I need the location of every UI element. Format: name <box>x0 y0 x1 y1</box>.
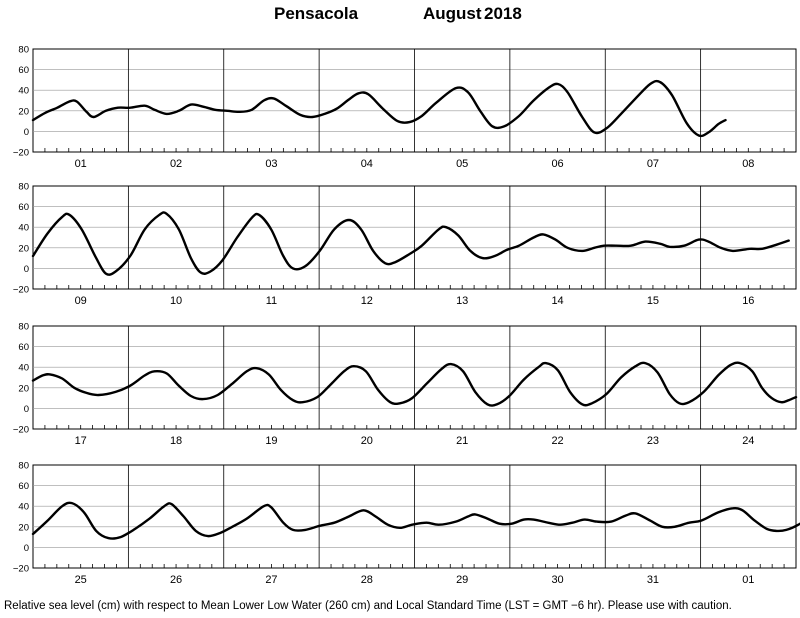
day-label: 10 <box>170 295 182 307</box>
day-label: 21 <box>456 435 468 447</box>
day-label: 06 <box>551 158 563 170</box>
tide-curve-4 <box>31 501 800 540</box>
day-label: 03 <box>265 158 277 170</box>
day-label: 25 <box>75 574 87 586</box>
day-label: 26 <box>170 574 182 586</box>
tide-curve-2 <box>31 211 790 276</box>
y-tick-label: 0 <box>24 404 29 415</box>
day-label: 22 <box>551 435 563 447</box>
y-tick-label: 40 <box>18 502 29 513</box>
day-label: 01 <box>75 158 87 170</box>
day-label: 17 <box>75 435 87 447</box>
day-label: 31 <box>647 574 659 586</box>
y-tick-label: 80 <box>18 322 29 333</box>
y-tick-label: 20 <box>18 383 29 394</box>
day-label: 16 <box>742 295 754 307</box>
y-tick-label: 0 <box>24 543 29 554</box>
day-label: 29 <box>456 574 468 586</box>
y-tick-label: 80 <box>18 182 29 193</box>
y-tick-label: 20 <box>18 106 29 117</box>
y-tick-label: 20 <box>18 243 29 254</box>
y-tick-label: 20 <box>18 522 29 533</box>
y-tick-label: 60 <box>18 202 29 213</box>
chart-title-station: Pensacola <box>274 4 359 23</box>
day-label: 28 <box>361 574 373 586</box>
y-tick-label: −20 <box>13 285 29 296</box>
tide-curve-1 <box>31 79 727 138</box>
day-label: 08 <box>742 158 754 170</box>
chart-title-year: 2018 <box>484 4 522 23</box>
day-label: 27 <box>265 574 277 586</box>
day-label: 07 <box>647 158 659 170</box>
y-tick-label: 60 <box>18 481 29 492</box>
day-label: 19 <box>265 435 277 447</box>
day-label: 24 <box>742 435 754 447</box>
tide-curve-3 <box>31 361 798 407</box>
y-tick-label: 40 <box>18 223 29 234</box>
day-label: 13 <box>456 295 468 307</box>
footer-caption: Relative sea level (cm) with respect to … <box>4 600 732 612</box>
y-tick-label: 0 <box>24 127 29 138</box>
chart-title-month: August <box>423 4 482 23</box>
day-label: 11 <box>266 295 277 307</box>
day-label: 18 <box>170 435 182 447</box>
day-label: 01 <box>742 574 754 586</box>
day-label: 15 <box>647 295 659 307</box>
y-tick-label: 60 <box>18 342 29 353</box>
day-label: 04 <box>361 158 373 170</box>
y-tick-label: −20 <box>13 564 29 575</box>
y-tick-label: 60 <box>18 65 29 76</box>
day-label: 20 <box>361 435 373 447</box>
y-tick-label: 0 <box>24 264 29 275</box>
day-label: 12 <box>361 295 373 307</box>
y-tick-label: 40 <box>18 86 29 97</box>
y-tick-label: 80 <box>18 461 29 472</box>
y-tick-label: −20 <box>13 425 29 436</box>
y-tick-label: −20 <box>13 148 29 159</box>
day-label: 14 <box>551 295 563 307</box>
day-label: 05 <box>456 158 468 170</box>
y-tick-label: 80 <box>18 45 29 56</box>
day-label: 02 <box>170 158 182 170</box>
day-label: 23 <box>647 435 659 447</box>
day-label: 30 <box>551 574 563 586</box>
day-label: 09 <box>75 295 87 307</box>
y-tick-label: 40 <box>18 363 29 374</box>
